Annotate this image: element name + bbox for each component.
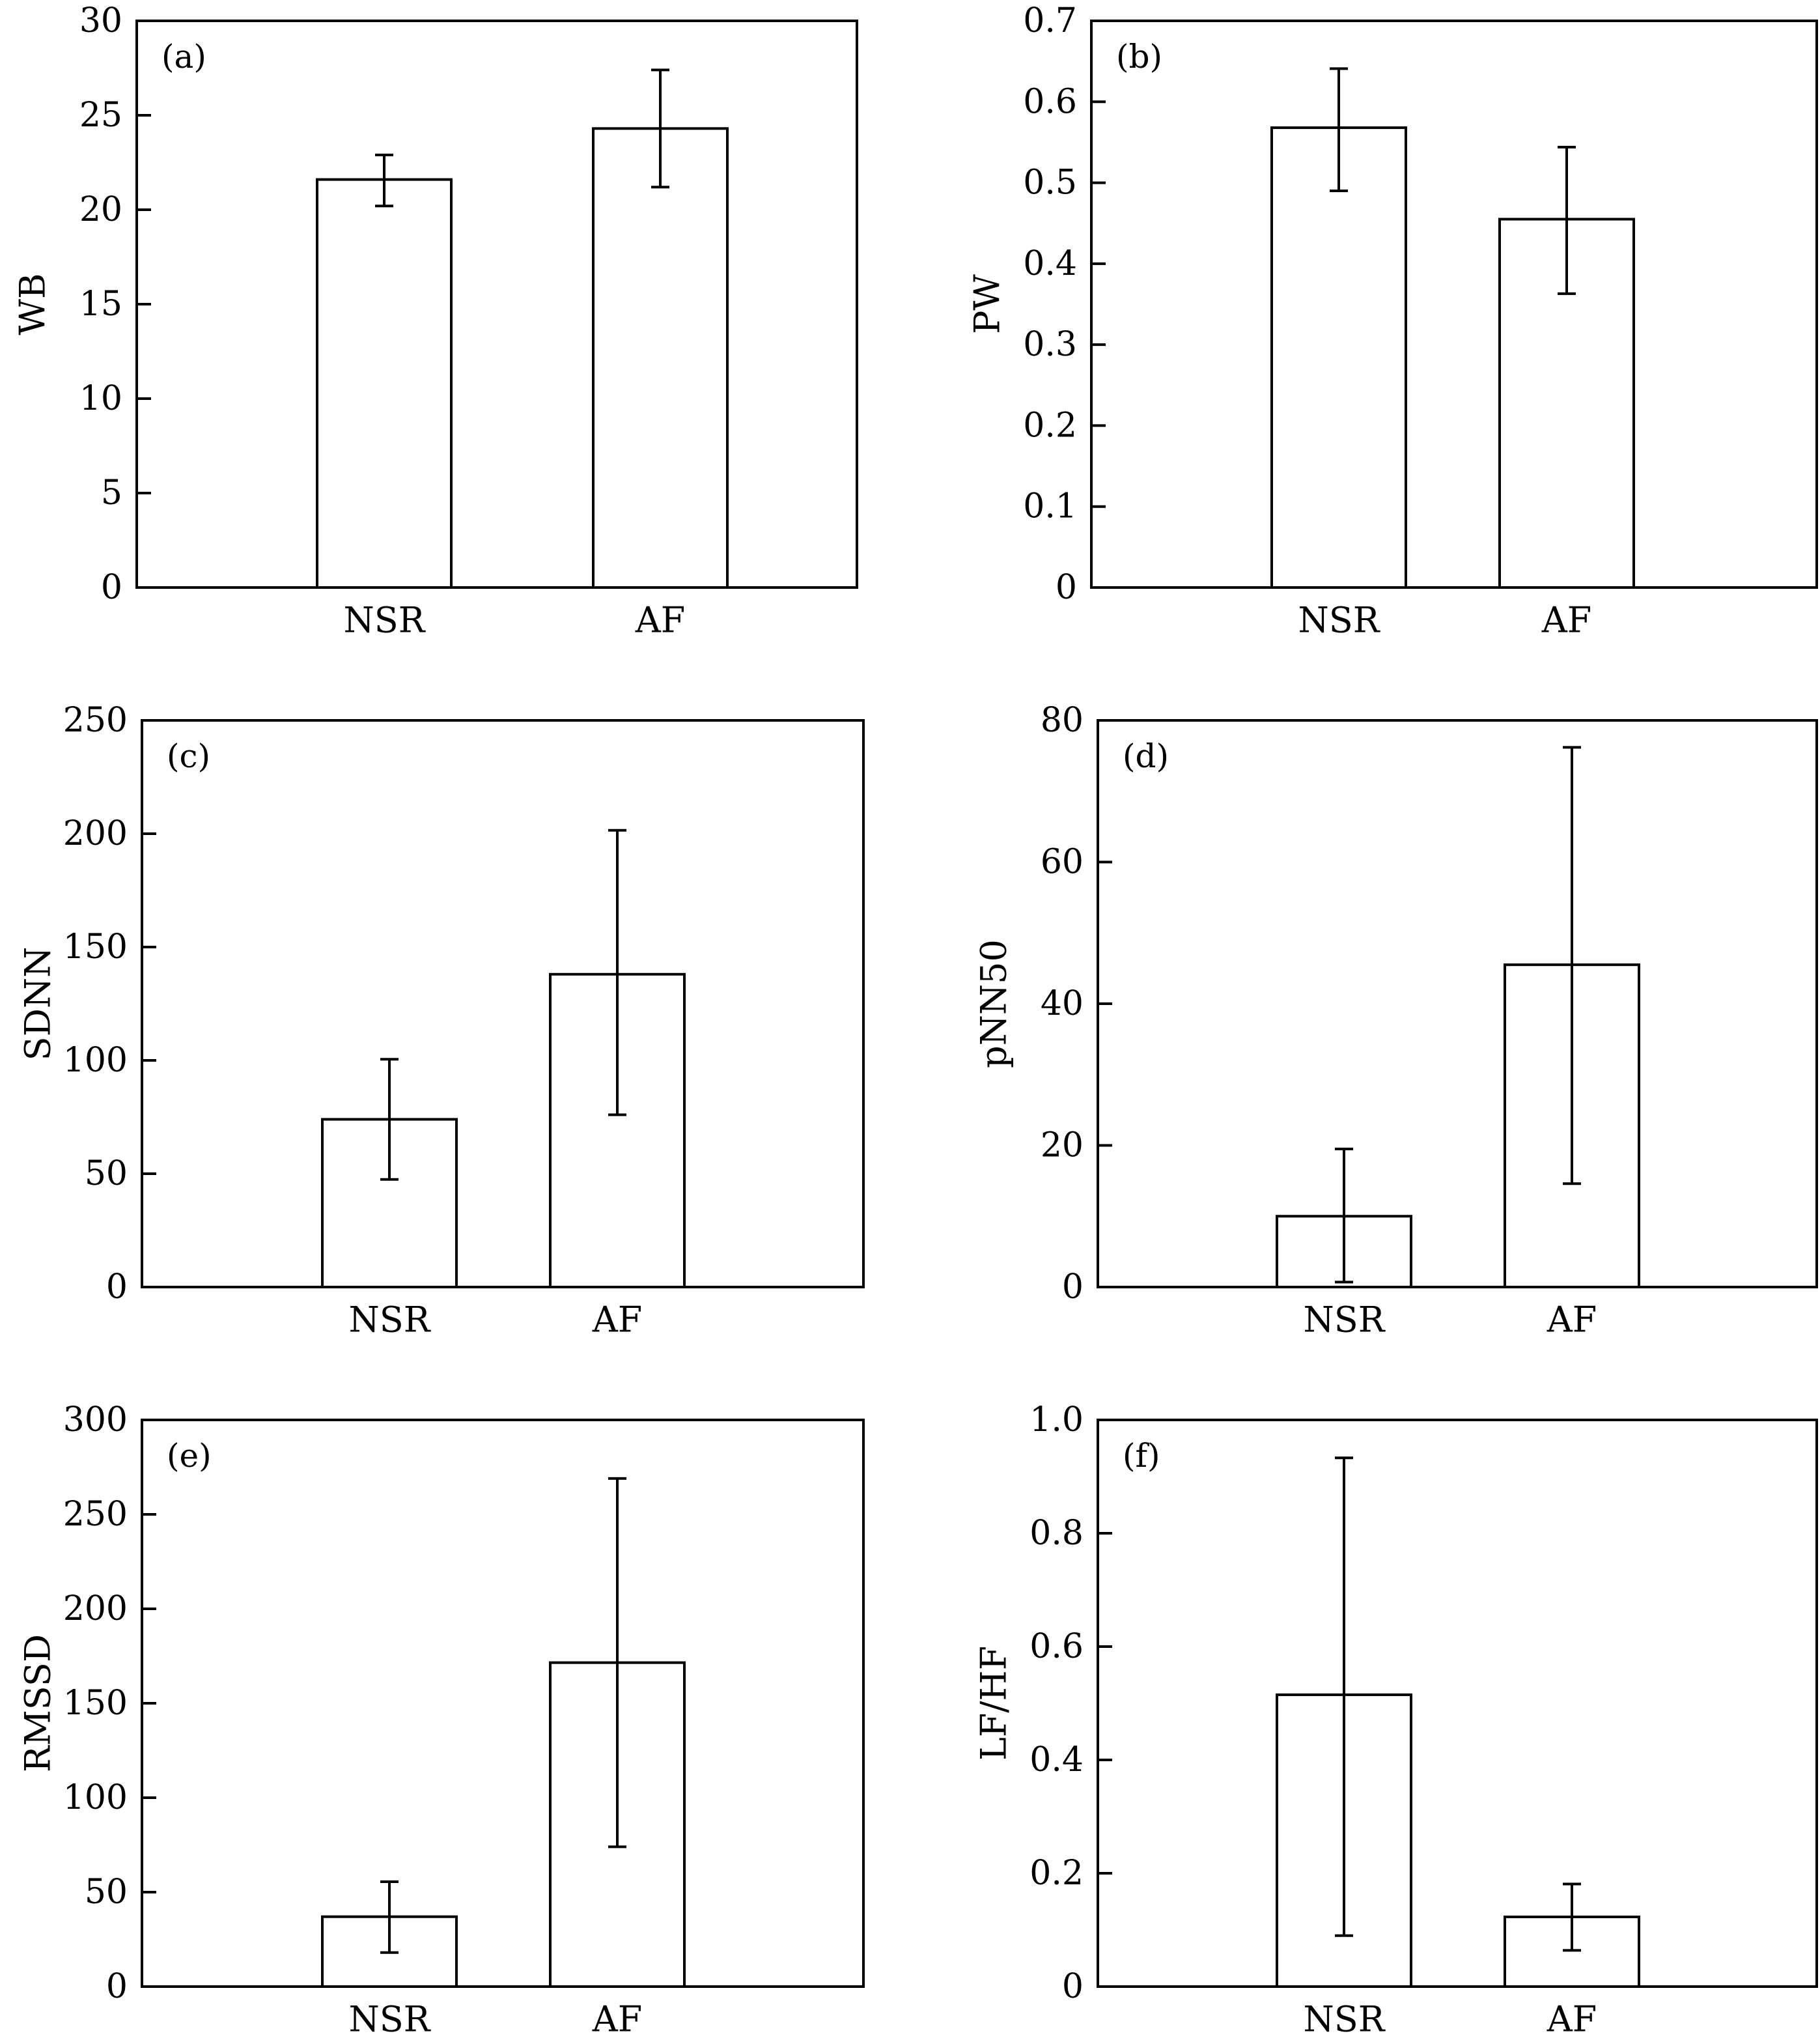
y-tick-label: 20 bbox=[79, 190, 122, 229]
y-tick-label: 0.1 bbox=[1023, 487, 1077, 526]
y-axis-label: SDNN bbox=[18, 947, 59, 1061]
y-axis-label: pNN50 bbox=[973, 939, 1015, 1068]
y-tick-label: 100 bbox=[63, 1778, 128, 1817]
x-category-label: NSR bbox=[344, 600, 426, 641]
y-tick-label: 0 bbox=[1056, 568, 1077, 607]
x-category-label: AF bbox=[592, 1999, 642, 2040]
y-axis-label: WB bbox=[12, 273, 53, 335]
y-tick-label: 0.6 bbox=[1029, 1627, 1084, 1666]
x-category-label: NSR bbox=[1298, 600, 1380, 641]
bar-nsr bbox=[321, 1118, 458, 1288]
x-category-label: NSR bbox=[349, 1999, 431, 2040]
y-tick-label: 250 bbox=[63, 1495, 128, 1534]
y-tick-label: 0.2 bbox=[1029, 1854, 1084, 1893]
panel-label: (d) bbox=[1123, 737, 1169, 775]
y-tick-label: 25 bbox=[79, 96, 122, 135]
y-tick-label: 0.7 bbox=[1023, 1, 1077, 40]
plot-frame bbox=[1090, 20, 1818, 589]
y-tick-label: 0.4 bbox=[1029, 1740, 1084, 1779]
x-category-label: AF bbox=[635, 600, 685, 641]
y-axis-label: LF/HF bbox=[973, 1646, 1015, 1761]
y-tick-label: 200 bbox=[63, 1589, 128, 1628]
y-tick-label: 5 bbox=[101, 474, 122, 513]
x-category-label: AF bbox=[1547, 1999, 1597, 2040]
y-tick-label: 80 bbox=[1041, 701, 1084, 740]
y-tick-label: 150 bbox=[63, 928, 128, 967]
y-tick-label: 300 bbox=[63, 1400, 128, 1439]
plot-frame bbox=[135, 20, 858, 589]
x-category-label: AF bbox=[592, 1299, 642, 1340]
x-category-label: NSR bbox=[1304, 1999, 1386, 2040]
y-axis-label: PW bbox=[967, 274, 1008, 334]
y-tick-label: 20 bbox=[1041, 1126, 1084, 1165]
y-tick-label: 0 bbox=[1062, 1967, 1084, 2006]
y-tick-label: 1.0 bbox=[1029, 1400, 1084, 1439]
chart-panel-4: 0 20 40 60 80 NSR AF (d) pNN50 bbox=[973, 701, 1818, 1340]
x-category-label: NSR bbox=[1304, 1299, 1386, 1340]
y-tick-label: 0 bbox=[106, 1268, 128, 1307]
plot-frame bbox=[141, 1419, 865, 1988]
chart-panel-6: 0 0.2 0.4 0.6 0.8 1.0 NSR AF (f) LF/HF bbox=[973, 1400, 1818, 2040]
x-category-label: AF bbox=[1541, 600, 1591, 641]
bar-af bbox=[1504, 1915, 1640, 1988]
y-tick-label: 250 bbox=[63, 701, 128, 740]
y-tick-label: 50 bbox=[85, 1873, 128, 1912]
plot-frame bbox=[141, 719, 865, 1288]
y-tick-label: 0 bbox=[1062, 1268, 1084, 1307]
panel-label: (a) bbox=[161, 38, 206, 76]
chart-panel-5: 0 50 100 150 200 250 300 NSR AF (e) RMSSD bbox=[18, 1400, 865, 2040]
panel-label: (e) bbox=[167, 1437, 212, 1475]
panel-label: (c) bbox=[167, 737, 210, 775]
y-tick-label: 30 bbox=[79, 1, 122, 40]
y-tick-label: 0.4 bbox=[1023, 244, 1077, 283]
bar-nsr bbox=[316, 178, 453, 589]
bar-af bbox=[592, 127, 729, 589]
plot-frame bbox=[1097, 1419, 1818, 1988]
panel-label: (f) bbox=[1123, 1437, 1160, 1475]
y-tick-label: 50 bbox=[85, 1154, 128, 1193]
y-tick-label: 0.5 bbox=[1023, 163, 1077, 203]
y-tick-label: 40 bbox=[1041, 984, 1084, 1023]
y-axis-label: RMSSD bbox=[18, 1634, 59, 1772]
bar-nsr bbox=[1270, 126, 1407, 589]
y-tick-label: 0.6 bbox=[1023, 82, 1077, 121]
y-tick-label: 0.3 bbox=[1023, 325, 1077, 364]
y-tick-label: 200 bbox=[63, 814, 128, 853]
y-tick-label: 15 bbox=[79, 285, 122, 324]
panel-label: (b) bbox=[1116, 38, 1162, 76]
x-category-label: NSR bbox=[349, 1299, 431, 1340]
chart-panel-3: 0 50 100 150 200 250 NSR AF (c) SDNN bbox=[18, 701, 865, 1340]
y-tick-label: 60 bbox=[1041, 843, 1084, 882]
y-tick-label: 0.2 bbox=[1023, 406, 1077, 445]
chart-panel-2: 0 0.1 0.2 0.3 0.4 0.5 0.6 0.7 NSR AF (b) PW bbox=[967, 1, 1818, 641]
y-tick-label: 0 bbox=[101, 568, 122, 607]
x-category-label: AF bbox=[1547, 1299, 1597, 1340]
chart-panel-1: 0 5 10 15 20 25 30 NSR AF (a) WB bbox=[12, 1, 858, 641]
y-tick-label: 150 bbox=[63, 1684, 128, 1723]
y-tick-label: 10 bbox=[79, 379, 122, 418]
y-tick-label: 0.8 bbox=[1029, 1514, 1084, 1553]
y-tick-label: 100 bbox=[63, 1041, 128, 1080]
y-tick-label: 0 bbox=[106, 1967, 128, 2006]
plot-frame bbox=[1097, 719, 1818, 1288]
